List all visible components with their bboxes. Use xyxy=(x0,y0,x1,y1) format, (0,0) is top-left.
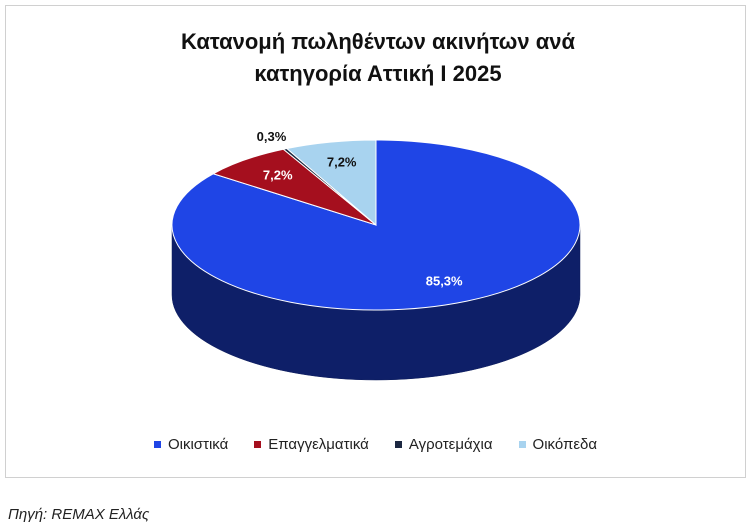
slice-top xyxy=(285,139,377,227)
legend-item: Επαγγελματικά xyxy=(254,436,369,453)
data-label: 85,3% xyxy=(426,274,463,289)
chart-frame xyxy=(5,5,746,478)
legend-label: Οικιστικά xyxy=(167,436,229,453)
data-label: 7,2% xyxy=(327,154,357,169)
legend-swatch xyxy=(153,441,161,448)
legend-item: Αγροτεμάχια xyxy=(394,436,493,453)
slice xyxy=(285,139,377,227)
legend-label: Αγροτεμάχια xyxy=(408,436,493,453)
legend-label: Οικόπεδα xyxy=(532,436,598,453)
legend-item: Οικόπεδα xyxy=(518,436,598,453)
legend: Οικιστικά Επαγγελματικά Αγροτεμάχια Οικόπεδ… xyxy=(5,436,746,453)
legend-label: Επαγγελματικά xyxy=(268,436,369,453)
data-label: 7,2% xyxy=(263,168,293,183)
legend-item: Οικιστικά xyxy=(153,436,229,453)
chart-title: Κατανομή πωληθέντων ακινήτων ανά κατηγορ… xyxy=(180,29,575,86)
source-note: Πηγή: REMAX Ελλάς xyxy=(8,506,150,523)
legend-swatch xyxy=(254,441,262,448)
legend-swatch xyxy=(394,441,402,448)
data-label: 0,3% xyxy=(257,129,287,144)
legend-swatch xyxy=(518,441,526,448)
